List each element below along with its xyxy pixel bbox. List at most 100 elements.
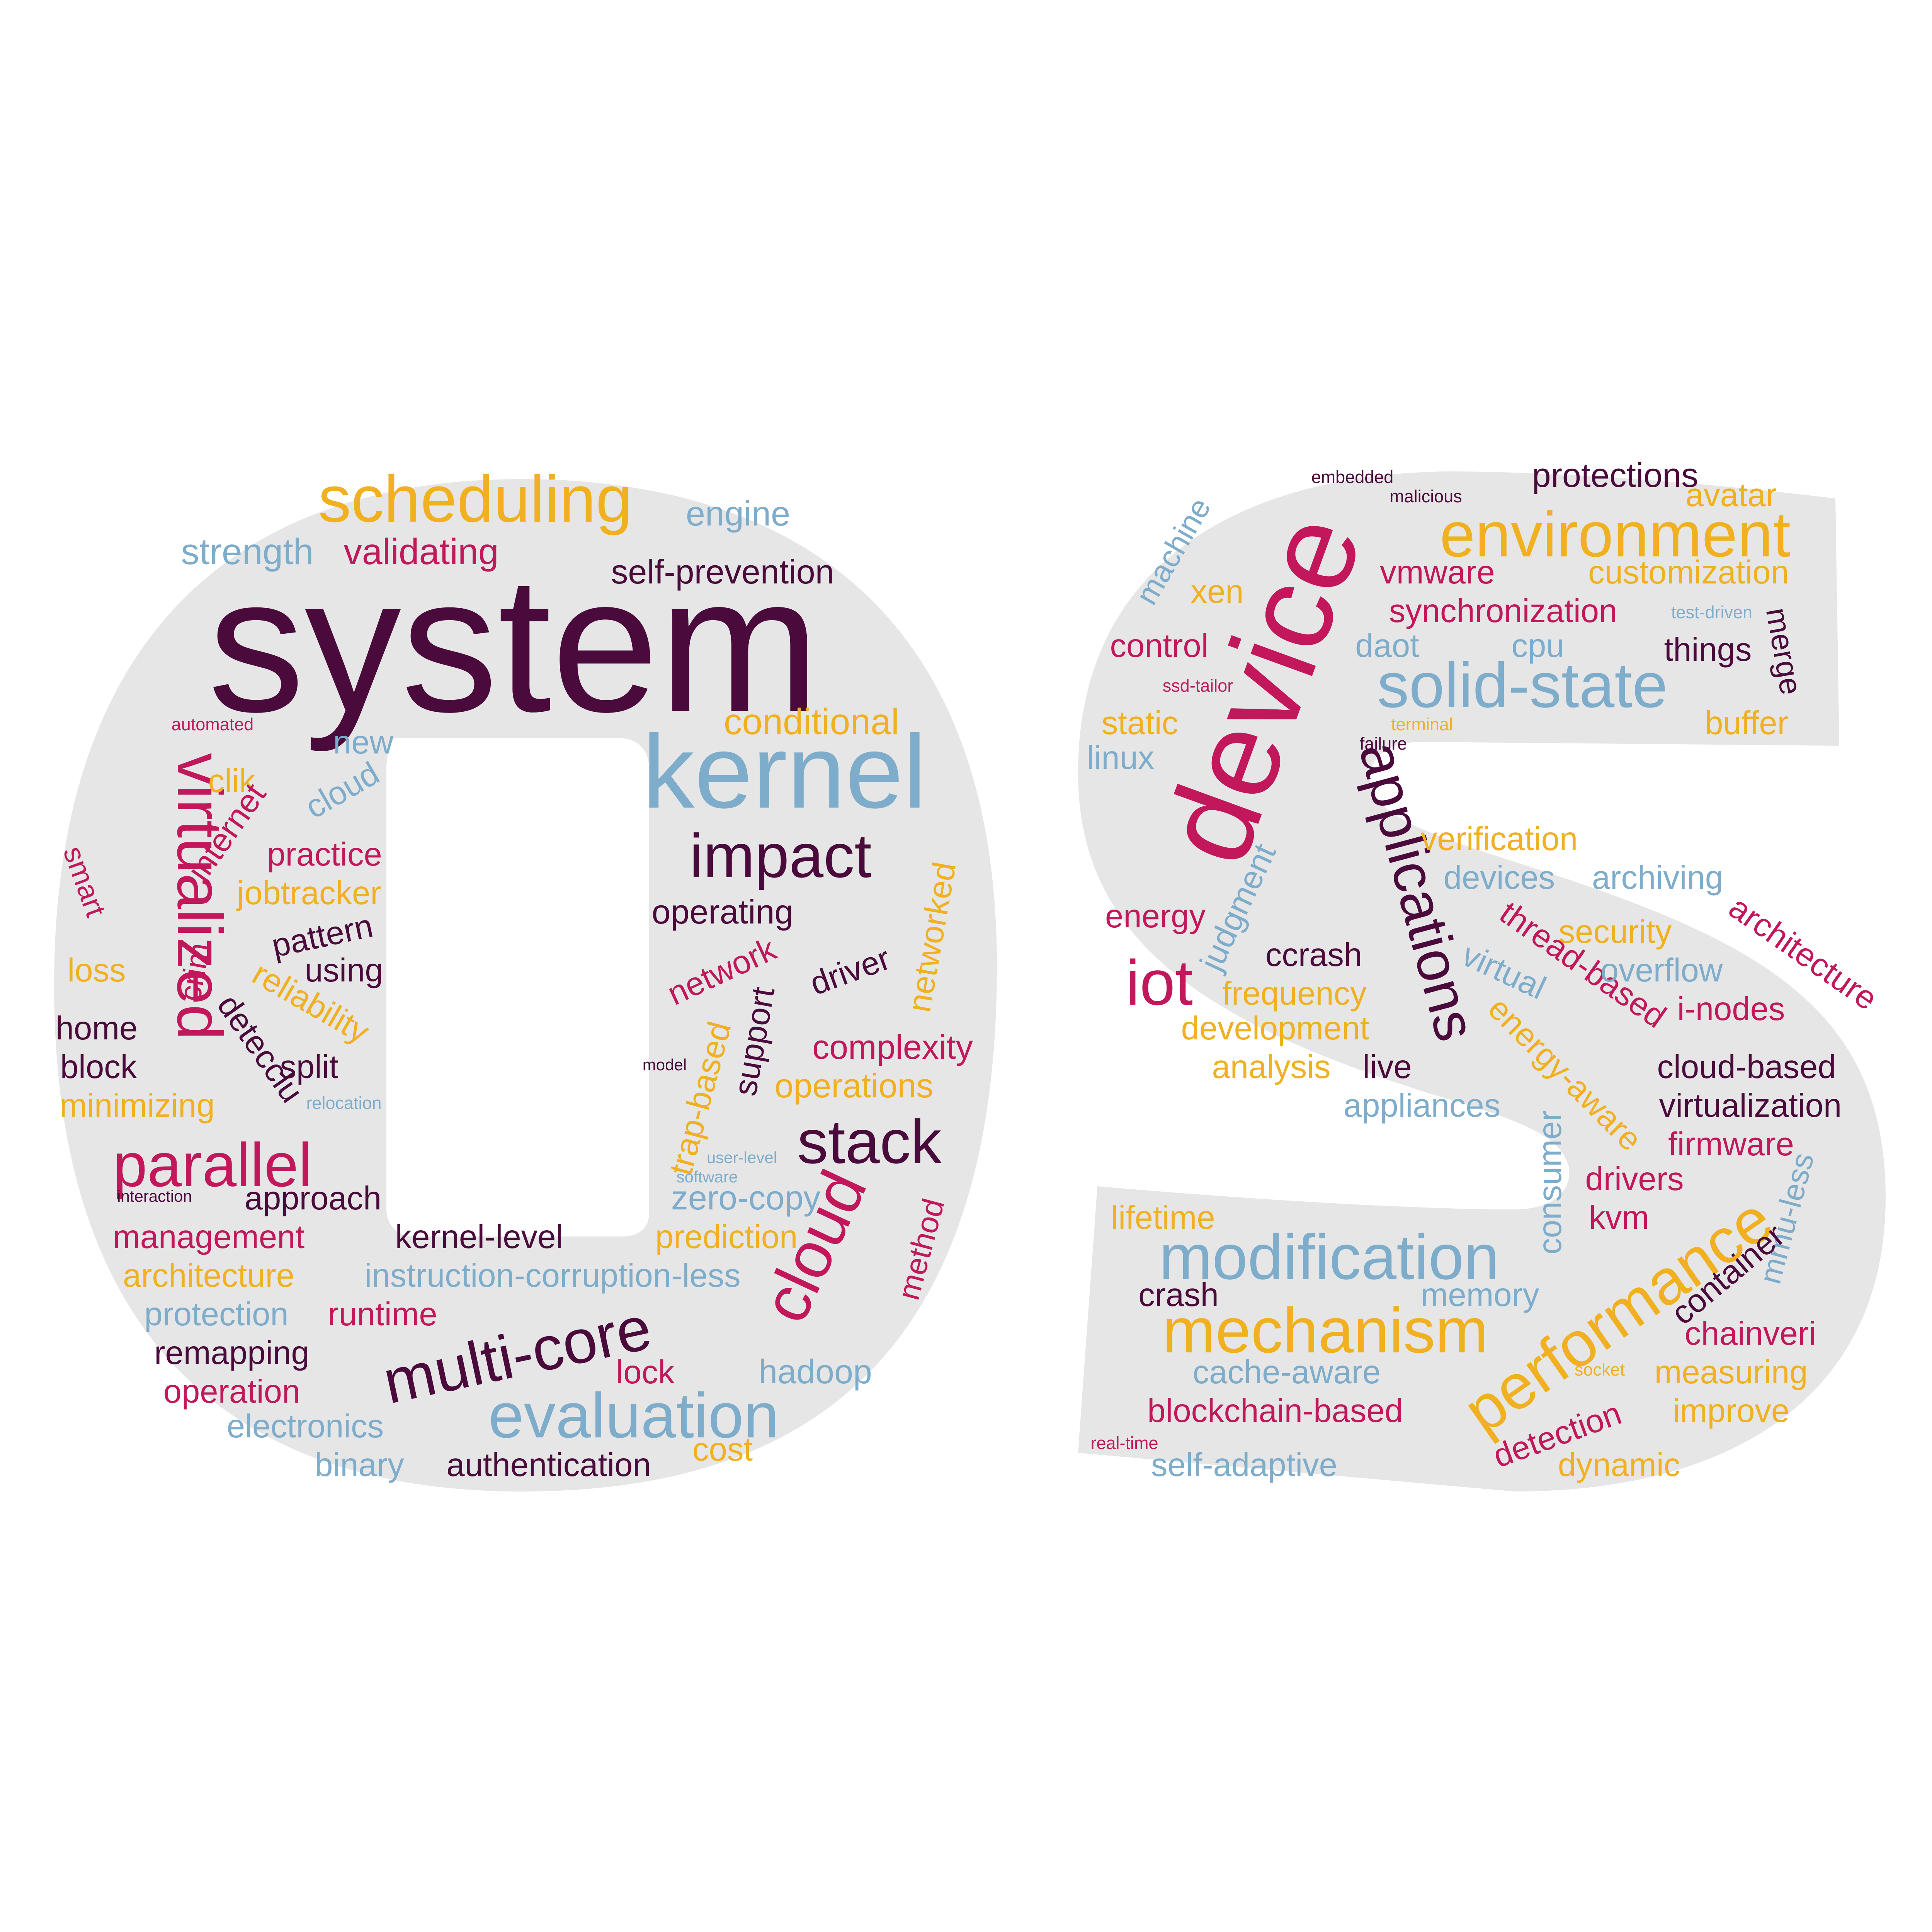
word-kernel: kernel <box>642 714 926 830</box>
word-operating: operating <box>652 893 794 931</box>
word-ccrash: ccrash <box>1265 937 1362 973</box>
word-terminal: terminal <box>1391 714 1453 734</box>
word-blockchain-based: blockchain-based <box>1147 1393 1403 1429</box>
word-archiving: archiving <box>1592 859 1723 896</box>
word-operation: operation <box>163 1373 300 1410</box>
word-binary: binary <box>315 1447 404 1483</box>
word-solid-state: solid-state <box>1377 650 1668 721</box>
word-malicious: malicious <box>1389 486 1462 506</box>
word-virtualized: virtualized <box>164 753 235 1040</box>
word-cache-aware: cache-aware <box>1193 1354 1381 1391</box>
word-overflow: overflow <box>1600 952 1723 989</box>
word-authentication: authentication <box>446 1447 651 1483</box>
word-remapping: remapping <box>154 1335 310 1371</box>
word-development: development <box>1181 1010 1369 1047</box>
word-list: system scheduling engine strength valida… <box>56 456 1884 1483</box>
word-software: software <box>677 1168 738 1186</box>
word-home: home <box>56 1010 138 1047</box>
word-appliances: appliances <box>1344 1087 1500 1124</box>
word-kernel-level: kernel-level <box>395 1219 563 1255</box>
word-frequency: frequency <box>1222 975 1367 1012</box>
word-block: block <box>60 1049 137 1085</box>
word-cpu: cpu <box>1511 628 1564 664</box>
word-loss: loss <box>67 952 126 989</box>
letter-o-shape <box>54 479 997 1492</box>
word-electronics: electronics <box>227 1408 384 1445</box>
word-cloud-based: cloud-based <box>1657 1049 1836 1085</box>
word-buffer: buffer <box>1705 705 1788 742</box>
word-complexity: complexity <box>812 1028 973 1066</box>
word-strength: strength <box>181 531 313 572</box>
word-architecture-o: architecture <box>123 1257 294 1294</box>
word-consumer: consumer <box>1532 1110 1568 1254</box>
word-modification: modification <box>1159 1221 1499 1293</box>
word-daot: daot <box>1355 628 1419 664</box>
word-evaluation: evaluation <box>488 1380 779 1451</box>
letter-s-shape <box>1078 471 1886 1492</box>
word-automated: automated <box>172 714 254 734</box>
word-crash: crash <box>1138 1277 1219 1313</box>
word-split: split <box>280 1049 338 1085</box>
word-xen: xen <box>1190 573 1243 610</box>
word-hadoop: hadoop <box>759 1352 872 1391</box>
word-customization: customization <box>1588 554 1789 591</box>
word-measuring: measuring <box>1655 1354 1808 1391</box>
word-engine: engine <box>686 495 790 533</box>
word-cost: cost <box>692 1431 753 1468</box>
word-dynamic: dynamic <box>1558 1447 1680 1483</box>
word-conditional: conditional <box>724 701 899 742</box>
word-relocation: relocation <box>306 1093 381 1113</box>
word-zero-copy: zero-copy <box>671 1179 820 1217</box>
word-improve: improve <box>1673 1393 1789 1429</box>
word-runtime: runtime <box>328 1296 437 1333</box>
word-practice: practice <box>267 836 382 873</box>
word-memory: memory <box>1421 1277 1539 1313</box>
word-failure: failure <box>1360 734 1407 753</box>
word-system: system <box>208 536 820 753</box>
word-clik: clik <box>208 763 256 799</box>
word-scheduling: scheduling <box>318 463 633 536</box>
word-lifetime: lifetime <box>1111 1199 1215 1236</box>
word-protection: protection <box>144 1296 288 1333</box>
word-minimizing: minimizing <box>60 1087 214 1124</box>
word-socket: socket <box>1575 1360 1625 1379</box>
word-operations: operations <box>775 1066 934 1105</box>
word-prediction: prediction <box>655 1219 798 1255</box>
word-iot: iot <box>1126 947 1193 1018</box>
word-vmware: vmware <box>1380 554 1495 591</box>
word-firmware: firmware <box>1668 1126 1794 1163</box>
word-self-prevention: self-prevention <box>611 553 834 591</box>
word-model: model <box>643 1056 687 1074</box>
word-chainveri: chainveri <box>1685 1315 1816 1352</box>
word-linux: linux <box>1087 740 1155 776</box>
word-static: static <box>1102 705 1178 742</box>
word-using: using <box>304 952 383 989</box>
word-impact: impact <box>689 821 871 890</box>
word-verification: verification <box>1421 821 1578 857</box>
word-validating: validating <box>344 531 498 572</box>
word-environment: environment <box>1440 499 1791 570</box>
word-real-time: real-time <box>1090 1433 1158 1453</box>
word-avatar: avatar <box>1685 477 1777 514</box>
word-i-nodes: i-nodes <box>1677 991 1785 1027</box>
word-virtualization: virtualization <box>1659 1087 1842 1124</box>
word-things: things <box>1664 631 1752 668</box>
word-ssd-tailor: ssd-tailor <box>1163 676 1233 696</box>
word-management: management <box>113 1219 304 1255</box>
word-live: live <box>1362 1049 1412 1085</box>
word-self-adaptive: self-adaptive <box>1151 1447 1337 1483</box>
word-user-level: user-level <box>707 1148 777 1167</box>
word-synchronization: synchronization <box>1389 593 1617 629</box>
word-energy: energy <box>1105 898 1206 935</box>
word-new: new <box>333 724 394 761</box>
word-protections: protections <box>1532 456 1698 494</box>
word-drivers: drivers <box>1585 1161 1684 1197</box>
word-analysis: analysis <box>1212 1049 1330 1085</box>
word-security: security <box>1559 913 1672 950</box>
word-devices: devices <box>1444 859 1555 896</box>
word-interaction: interaction <box>117 1187 192 1205</box>
word-embedded: embedded <box>1311 467 1394 487</box>
word-mechanism: mechanism <box>1162 1295 1488 1366</box>
word-test-driven: test-driven <box>1671 602 1752 622</box>
